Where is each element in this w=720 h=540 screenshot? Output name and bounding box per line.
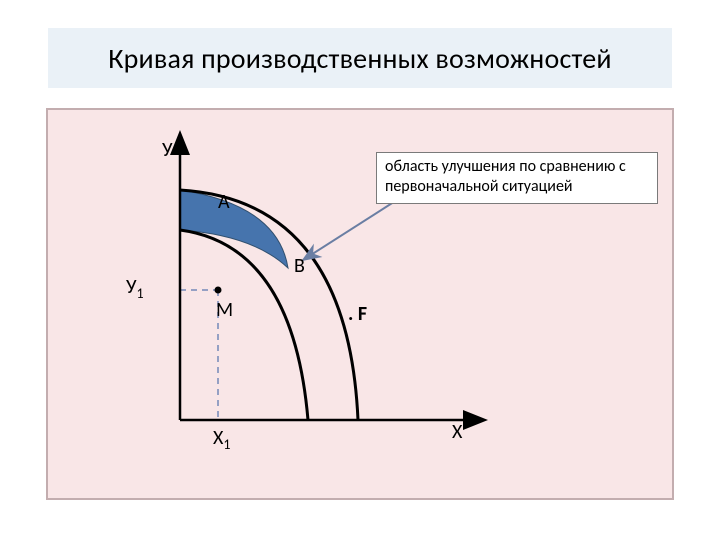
x1-label: Х1 [213,426,231,453]
point-b-label: В [294,254,305,278]
annotation-box: область улучшения по сравнению с первона… [376,152,658,204]
point-a-label: А [218,190,230,214]
point-m-label: М [216,298,233,322]
point-f-label: . F [348,302,367,326]
annotation-line2: первоначальной ситуацией [385,177,649,197]
annotation-line1: область улучшения по сравнению с [385,157,649,177]
y-axis-label: У [162,138,173,162]
x-axis-label: Х [452,420,462,444]
title-band: Кривая производственных возможностей [48,28,672,88]
page-title: Кривая производственных возможностей [108,41,612,76]
content-panel: У Х У1 Х1 А В М . F область улучшения по… [46,108,674,500]
ppf-diagram: У Х У1 Х1 А В М . F область улучшения по… [48,110,676,502]
y1-label: У1 [126,275,144,302]
